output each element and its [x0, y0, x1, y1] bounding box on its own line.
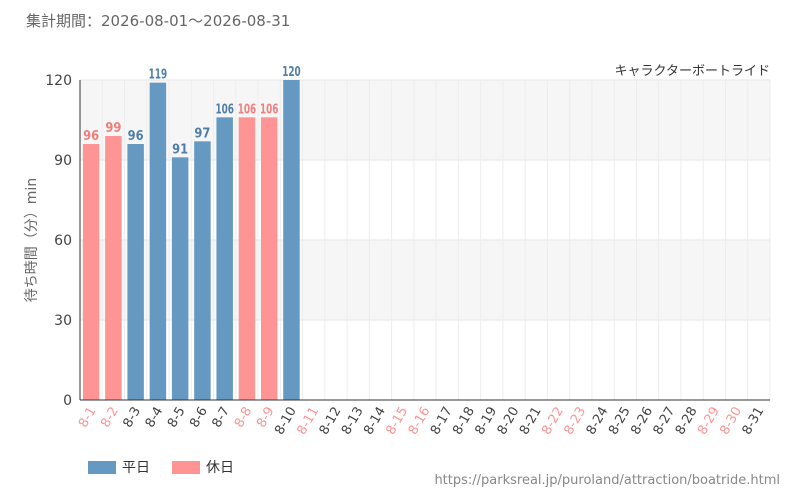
- x-tick-label: 8-6: [187, 405, 211, 431]
- x-tick-label: 8-18: [450, 405, 478, 438]
- x-tick-label: 8-22: [539, 405, 567, 438]
- data-labels: 96 99 96 119 91 97 106 106 106 120: [83, 65, 301, 157]
- legend-item-holiday: 休日: [172, 457, 234, 477]
- data-label-8-9: 106: [260, 102, 278, 117]
- x-tick-label: 8-15: [383, 405, 411, 438]
- x-tick-label: 8-14: [361, 405, 389, 438]
- bar-8-2: [105, 136, 122, 400]
- x-tick-label: 8-24: [584, 405, 612, 438]
- y-tick-label: 0: [63, 393, 72, 409]
- data-label-8-7: 106: [215, 102, 233, 117]
- legend-swatch-weekday: [88, 460, 116, 474]
- x-tick-label: 8-23: [562, 405, 590, 438]
- data-label-8-1: 96: [83, 129, 99, 144]
- source-url: https://parksreal.jp/puroland/attraction…: [434, 473, 780, 488]
- x-tick-label: 8-27: [651, 405, 679, 438]
- x-tick-label: 8-11: [294, 405, 322, 438]
- y-tick-label: 90: [54, 153, 72, 169]
- x-tick-label: 8-31: [740, 405, 768, 438]
- bar-8-7: [216, 117, 233, 400]
- y-axis-label: 待ち時間（分）min: [24, 178, 40, 302]
- legend: 平日 休日: [88, 457, 234, 477]
- y-tick-label: 60: [54, 233, 72, 249]
- x-tick-label: 8-17: [428, 405, 456, 438]
- x-tick-label: 8-19: [472, 405, 500, 438]
- bar-8-3: [127, 144, 144, 400]
- x-tick-label: 8-28: [673, 405, 701, 438]
- x-tick-label: 8-5: [165, 405, 189, 431]
- legend-label-weekday: 平日: [122, 460, 150, 476]
- bars: [82, 80, 300, 401]
- legend-item-weekday: 平日: [88, 457, 150, 477]
- bar-8-10: [283, 80, 300, 400]
- bar-8-9: [260, 117, 278, 400]
- legend-swatch-holiday: [172, 460, 200, 474]
- x-tick-label: 8-26: [628, 405, 656, 438]
- bar-8-8: [238, 117, 256, 400]
- bar-8-5: [171, 157, 189, 400]
- data-label-8-5: 91: [172, 142, 188, 157]
- x-tick-label: 8-3: [121, 405, 145, 431]
- data-label-8-2: 99: [105, 121, 121, 136]
- period-label: 集計期間：2026-08-01～2026-08-31: [26, 12, 291, 30]
- bar-8-1: [82, 144, 100, 400]
- data-label-8-6: 97: [194, 126, 210, 141]
- x-tick-label: 8-10: [272, 405, 300, 438]
- x-tick-label: 8-20: [495, 405, 523, 438]
- data-label-8-3: 96: [128, 129, 144, 144]
- x-tick-label: 8-13: [339, 405, 367, 438]
- data-label-8-10: 120: [282, 65, 300, 80]
- x-tick-label: 8-25: [606, 405, 634, 438]
- x-tick-label: 8-4: [143, 405, 167, 431]
- x-tick-label: 8-8: [232, 405, 256, 431]
- data-label-8-8: 106: [238, 102, 256, 117]
- data-label-8-4: 119: [149, 68, 167, 83]
- chart-title: キャラクターボートライド: [615, 64, 770, 79]
- x-tick-label: 8-1: [76, 405, 100, 431]
- x-tick-label: 8-2: [98, 405, 122, 431]
- legend-label-holiday: 休日: [206, 460, 234, 476]
- y-tick-label: 30: [54, 313, 72, 329]
- y-tick-label: 120: [45, 73, 72, 89]
- x-tick-label: 8-30: [717, 405, 745, 438]
- x-tick-label: 8-7: [210, 405, 234, 431]
- x-tick-label: 8-12: [317, 405, 345, 438]
- x-tick-label: 8-29: [695, 405, 723, 438]
- x-tick-label: 8-16: [406, 405, 434, 438]
- bar-8-4: [149, 82, 167, 401]
- bar-8-6: [194, 141, 211, 401]
- x-tick-label: 8-21: [517, 405, 545, 438]
